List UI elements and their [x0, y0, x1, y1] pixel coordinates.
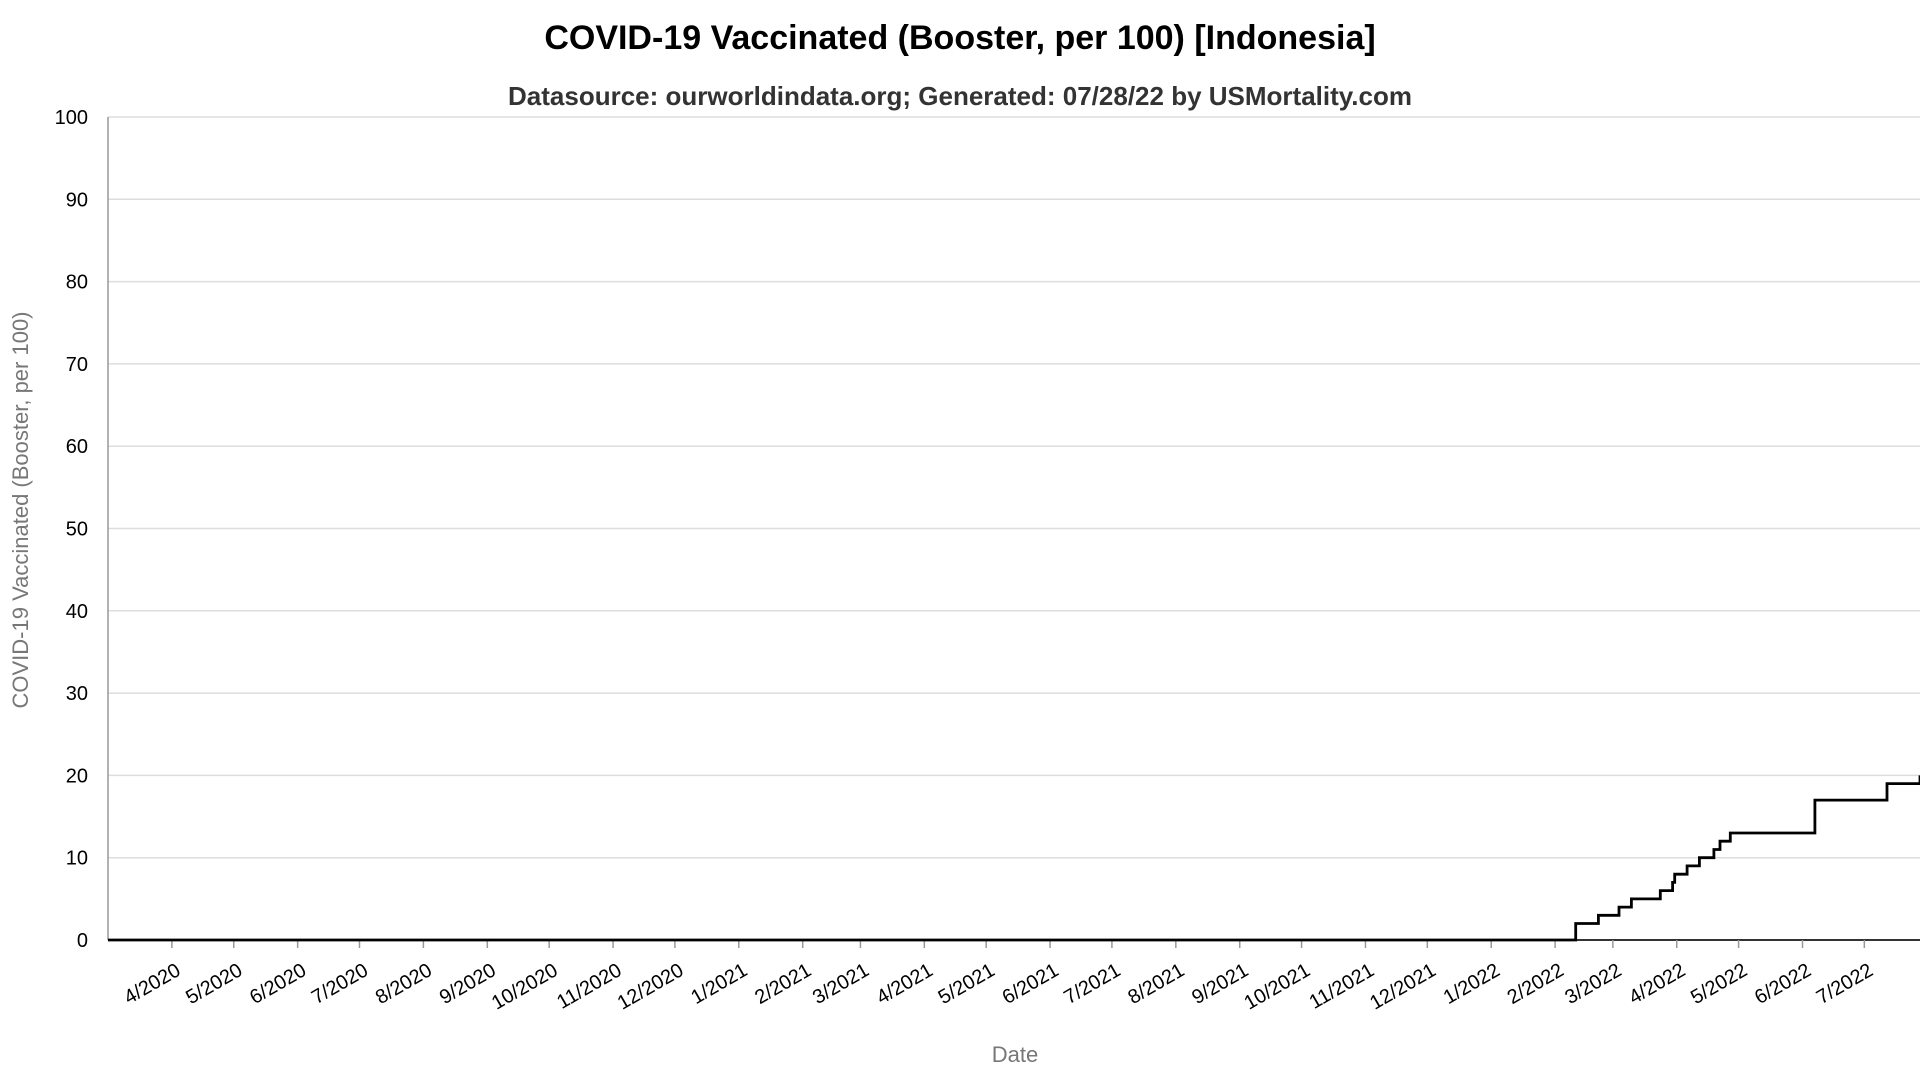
x-tick-label: 3/2022	[1561, 959, 1625, 1009]
x-tick-label: 7/2022	[1813, 959, 1877, 1009]
y-tick-label: 100	[55, 107, 88, 129]
x-tick-label: 8/2021	[1124, 959, 1188, 1009]
x-tick-label: 4/2022	[1625, 959, 1689, 1009]
x-tick-label: 12/2020	[614, 959, 688, 1014]
y-axis-label: COVID-19 Vaccinated (Booster, per 100)	[8, 311, 33, 708]
x-tick-label: 3/2021	[809, 959, 873, 1009]
chart-subtitle: Datasource: ourworldindata.org; Generate…	[508, 81, 1412, 111]
x-axis-label: Date	[992, 1042, 1038, 1067]
y-tick-label: 50	[66, 519, 88, 541]
x-tick-label: 7/2020	[308, 959, 372, 1009]
y-tick-label: 10	[66, 848, 88, 870]
x-tick-label: 5/2020	[182, 959, 246, 1009]
y-tick-label: 70	[66, 354, 88, 376]
x-tick-label: 4/2020	[120, 959, 184, 1009]
x-tick-label: 10/2020	[488, 959, 562, 1014]
x-tick-label: 6/2020	[246, 959, 310, 1009]
x-tick-label: 5/2021	[935, 959, 999, 1009]
y-tick-label: 20	[66, 765, 88, 787]
y-tick-label: 90	[66, 189, 88, 211]
x-tick-label: 1/2021	[687, 959, 751, 1009]
x-tick-label: 1/2022	[1440, 959, 1504, 1009]
y-tick-labels: 0 10 20 30 40 50 60 70 80 90 100	[55, 107, 88, 952]
x-tick-label: 10/2021	[1240, 959, 1314, 1014]
y-tick-label: 60	[66, 436, 88, 458]
x-tick-label: 6/2021	[999, 959, 1063, 1009]
y-tick-label: 40	[66, 601, 88, 623]
series-line	[108, 775, 1920, 942]
series	[108, 775, 1920, 942]
chart-title: COVID-19 Vaccinated (Booster, per 100) […	[544, 19, 1375, 57]
x-tick-label: 9/2020	[436, 959, 500, 1009]
x-tick-label: 9/2021	[1188, 959, 1252, 1009]
x-tick-label: 4/2021	[873, 959, 937, 1009]
x-tick-label: 5/2022	[1687, 959, 1751, 1009]
grid-lines	[108, 116, 1920, 859]
y-tick-label: 0	[77, 930, 88, 952]
axes	[107, 117, 1920, 948]
x-tick-label: 7/2021	[1060, 959, 1124, 1009]
x-tick-label: 8/2020	[372, 959, 436, 1009]
x-tick-label: 2/2021	[751, 959, 815, 1009]
x-tick-label: 11/2020	[553, 959, 625, 1013]
y-tick-label: 30	[66, 683, 88, 705]
x-tick-label: 2/2022	[1504, 959, 1568, 1009]
y-tick-label: 80	[66, 272, 88, 294]
x-tick-label: 6/2022	[1751, 959, 1815, 1009]
x-tick-label: 12/2021	[1366, 959, 1440, 1014]
x-tick-label: 11/2021	[1306, 959, 1378, 1013]
